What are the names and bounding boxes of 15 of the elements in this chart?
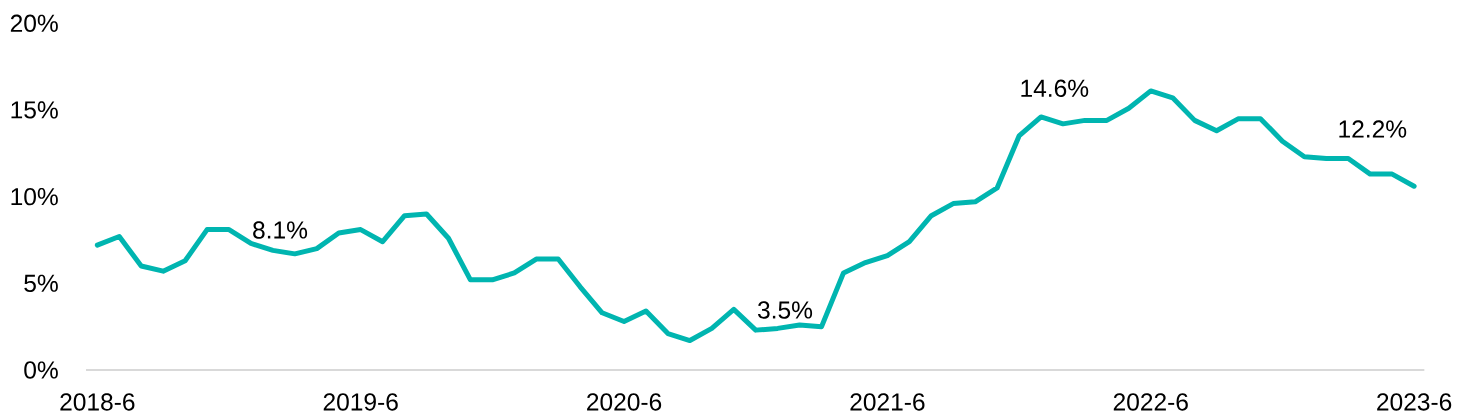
y-tick-label: 15% — [11, 101, 58, 119]
x-tick-label: 2020-6 — [587, 393, 662, 411]
annotation: 8.1% — [253, 221, 308, 239]
y-tick-label: 5% — [24, 274, 58, 292]
x-tick-label: 2019-6 — [323, 393, 398, 411]
y-tick-label: 0% — [24, 361, 58, 379]
x-tick-label: 2022-6 — [1113, 393, 1188, 411]
y-tick-label: 10% — [11, 187, 58, 206]
annotation: 12.2% — [1339, 120, 1407, 138]
x-tick-label: 2021-6 — [850, 393, 925, 411]
annotation: 3.5% — [757, 301, 813, 319]
y-tick-label: 20% — [10, 14, 58, 32]
x-tick-label: 2018-6 — [60, 393, 135, 411]
x-tick-label: 2023-6 — [1377, 393, 1452, 411]
annotation: 14.6% — [1021, 79, 1089, 97]
